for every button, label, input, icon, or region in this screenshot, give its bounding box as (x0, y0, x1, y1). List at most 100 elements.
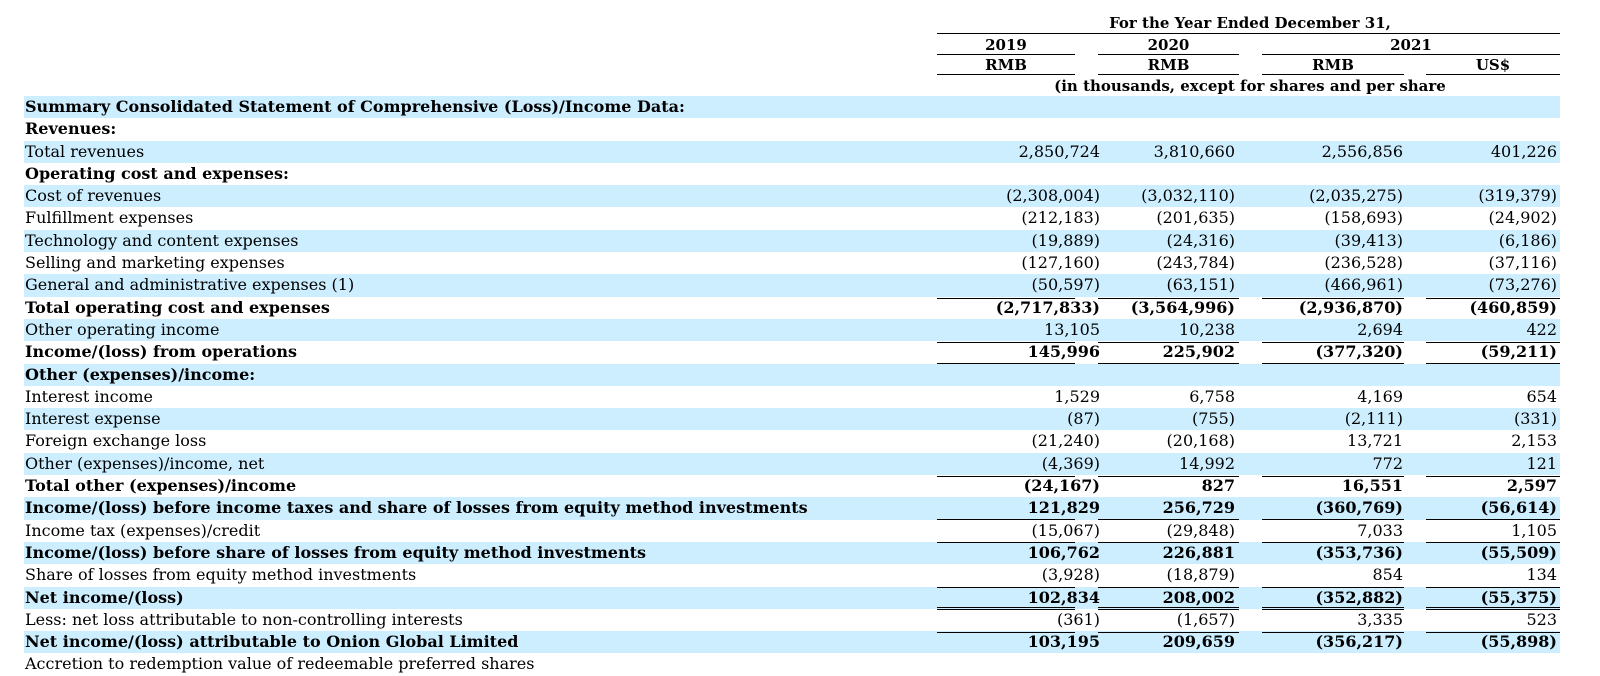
table-row: Income/(loss) before income taxes and sh… (24, 497, 1560, 520)
row-value-col-3: (2,936,870) (1298, 297, 1403, 317)
subtotal-rule (1426, 476, 1560, 478)
year-2020-underline (1098, 54, 1239, 55)
table-row: Technology and content expenses (19,889) (… (24, 229, 1560, 253)
row-value-col-4: 2,597 (1506, 476, 1557, 496)
subtotal-rule (1426, 342, 1560, 344)
row-label: Interest income (25, 386, 154, 406)
total-rule (1098, 518, 1239, 520)
subtotal-rule (1262, 586, 1404, 588)
year-2021-underline (1262, 54, 1560, 55)
table-row: Other (expenses)/income, net (4,369) 14,99… (24, 452, 1560, 476)
table-row: Less: net loss attributable to non-contr… (24, 609, 1560, 631)
total-rule (1098, 362, 1239, 364)
currency-2021-rmb-underline (1262, 74, 1404, 75)
row-value-col-2: (24,316) (1166, 230, 1235, 250)
subtotal-rule (1262, 542, 1404, 543)
total-rule (1426, 362, 1560, 364)
row-label: General and administrative expenses (1) (25, 275, 355, 295)
row-value-col-3: (2,035,275) (1309, 186, 1403, 206)
subtotal-rule (1426, 542, 1560, 543)
double-rule (1098, 606, 1239, 610)
row-value-col-1: (4,369) (1041, 453, 1100, 473)
row-label: Other operating income (25, 319, 220, 339)
subtotal-rule (1262, 342, 1404, 344)
income-statement-table: Summary Consolidated Statement of Compre… (24, 96, 1560, 676)
table-row: Income/(loss) before share of losses fro… (24, 541, 1560, 565)
year-2021-header: 2021 (1390, 36, 1432, 54)
row-value-col-2: 209,659 (1162, 632, 1235, 652)
row-value-col-2: 827 (1201, 476, 1235, 496)
subtotal-rule (1098, 632, 1239, 634)
table-row: Other operating income 13,105 10,238 2,694 4… (24, 318, 1560, 342)
row-value-col-4: (56,614) (1480, 498, 1557, 518)
subtotal-rule (1098, 542, 1239, 543)
subtotal-rule (1098, 586, 1239, 588)
table-row: Total other (expenses)/income (24,167) 827… (24, 475, 1560, 497)
row-value-col-3: (39,413) (1334, 230, 1403, 250)
row-value-col-3: 16,551 (1341, 476, 1403, 496)
row-value-col-3: 2,694 (1357, 319, 1403, 339)
row-label: Total other (expenses)/income (25, 476, 297, 496)
currency-2021-rmb-header: RMB (1312, 56, 1354, 74)
row-value-col-1: 103,195 (1027, 632, 1100, 652)
row-value-col-4: (73,276) (1488, 275, 1557, 295)
row-label: Net income/(loss) (25, 587, 184, 607)
table-row: Accretion to redemption value of redeema… (24, 653, 1560, 675)
period-underline (937, 33, 1560, 34)
table-row: Selling and marketing expenses (127,160) (… (24, 252, 1560, 274)
table-row: Interest income 1,529 6,758 4,169 654 (24, 386, 1560, 408)
row-value-col-3: (352,882) (1315, 587, 1403, 607)
period-header: For the Year Ended December 31, (1109, 14, 1391, 32)
table-row: Summary Consolidated Statement of Compre… (24, 96, 1560, 119)
table-row: Share of losses from equity method inves… (24, 564, 1560, 586)
row-value-col-3: (158,693) (1324, 208, 1403, 228)
row-value-col-1: (87) (1067, 409, 1100, 429)
row-value-col-2: (201,635) (1156, 208, 1235, 228)
row-value-col-4: (37,116) (1488, 253, 1557, 273)
row-value-col-3: (360,769) (1315, 498, 1403, 518)
table-row: General and administrative expenses (1) (… (24, 274, 1560, 297)
currency-2020-header: RMB (1147, 56, 1190, 74)
row-value-col-1: (15,067) (1031, 520, 1100, 540)
row-value-col-1: (127,160) (1021, 253, 1100, 273)
row-value-col-1: (3,928) (1041, 565, 1100, 585)
row-label: Summary Consolidated Statement of Compre… (25, 97, 685, 116)
row-value-col-4: 654 (1526, 386, 1557, 406)
table-row: Income/(loss) from operations 145,996 225,… (24, 341, 1560, 363)
row-value-col-2: (3,032,110) (1141, 186, 1235, 206)
row-value-col-1: 2,850,724 (1018, 141, 1100, 161)
subtotal-rule (1262, 632, 1404, 634)
subtotal-rule (937, 297, 1075, 299)
currency-2019-underline (937, 74, 1075, 75)
total-rule (1262, 518, 1404, 520)
table-row: Total revenues 2,850,724 3,810,660 2,556,85… (24, 140, 1560, 163)
row-label: Revenues: (25, 119, 117, 139)
row-value-col-3: 4,169 (1357, 386, 1403, 406)
row-value-col-1: (24,167) (1023, 476, 1100, 496)
row-value-col-1: (361) (1056, 609, 1100, 629)
row-value-col-4: (460,859) (1469, 297, 1557, 317)
row-value-col-2: 256,729 (1162, 498, 1235, 518)
row-value-col-1: (2,717,833) (995, 297, 1100, 317)
currency-2020-underline (1098, 74, 1239, 75)
table-row: Net income/(loss) attributable to Onion … (24, 631, 1560, 654)
row-value-col-1: 121,829 (1027, 498, 1100, 518)
table-row: Other (expenses)/income: (24, 363, 1560, 386)
subtotal-rule (1098, 476, 1239, 478)
row-label: Income/(loss) before income taxes and sh… (25, 498, 808, 518)
row-value-col-2: 14,992 (1179, 453, 1235, 473)
row-label: Total revenues (25, 141, 145, 161)
subtotal-rule (1262, 476, 1404, 478)
row-value-col-3: (2,111) (1344, 409, 1403, 429)
row-value-col-4: 2,153 (1511, 431, 1557, 451)
subtotal-rule (937, 342, 1075, 344)
double-rule (1262, 606, 1404, 610)
subtotal-rule (937, 476, 1075, 478)
row-label: Cost of revenues (25, 186, 162, 206)
subtotal-rule (1098, 342, 1239, 344)
row-value-col-2: 208,002 (1162, 587, 1235, 607)
row-value-col-3: (356,217) (1315, 632, 1403, 652)
total-rule (1262, 362, 1404, 364)
row-value-col-2: (3,564,996) (1130, 297, 1235, 317)
row-value-col-4: 121 (1526, 453, 1557, 473)
